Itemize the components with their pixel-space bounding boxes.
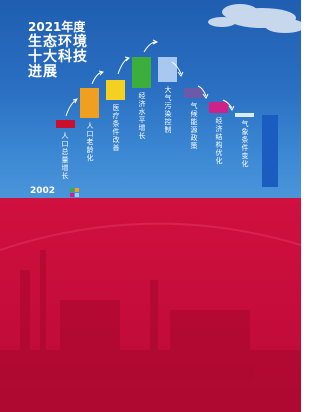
bar bbox=[262, 115, 278, 187]
bar bbox=[56, 120, 75, 128]
title-line: 十大科技 bbox=[28, 50, 88, 65]
factory-silhouette bbox=[0, 250, 301, 412]
cover: 2021年度 生态环境 十大科技 进展 人口总量增长 人口老龄化 医疗条件改善 … bbox=[0, 0, 301, 412]
bar bbox=[235, 113, 254, 117]
bar bbox=[184, 88, 203, 98]
bar bbox=[209, 102, 228, 113]
start-year: 2002 bbox=[30, 186, 55, 196]
clouds bbox=[208, 4, 301, 33]
bar bbox=[106, 80, 125, 100]
factor-label: 大气污染控制 bbox=[163, 86, 173, 134]
title-line: 生态环境 bbox=[28, 35, 88, 50]
factor-label: 人口总量增长 bbox=[60, 132, 70, 180]
bar bbox=[158, 57, 177, 82]
factor-label: 人口老龄化 bbox=[85, 122, 95, 162]
factor-label: 经济水平增长 bbox=[137, 92, 147, 140]
year-markers bbox=[70, 188, 79, 197]
title-year: 2021年度 bbox=[28, 20, 88, 35]
factor-label: 气候能源政策 bbox=[189, 102, 199, 150]
title: 2021年度 生态环境 十大科技 进展 bbox=[28, 20, 88, 80]
bar bbox=[80, 88, 99, 118]
title-line: 进展 bbox=[28, 65, 88, 80]
factor-label: 医疗条件改善 bbox=[111, 104, 121, 152]
bar bbox=[132, 57, 151, 88]
factor-label: 气象条件变化 bbox=[240, 120, 250, 168]
factor-label: 经济结构优化 bbox=[214, 117, 224, 165]
